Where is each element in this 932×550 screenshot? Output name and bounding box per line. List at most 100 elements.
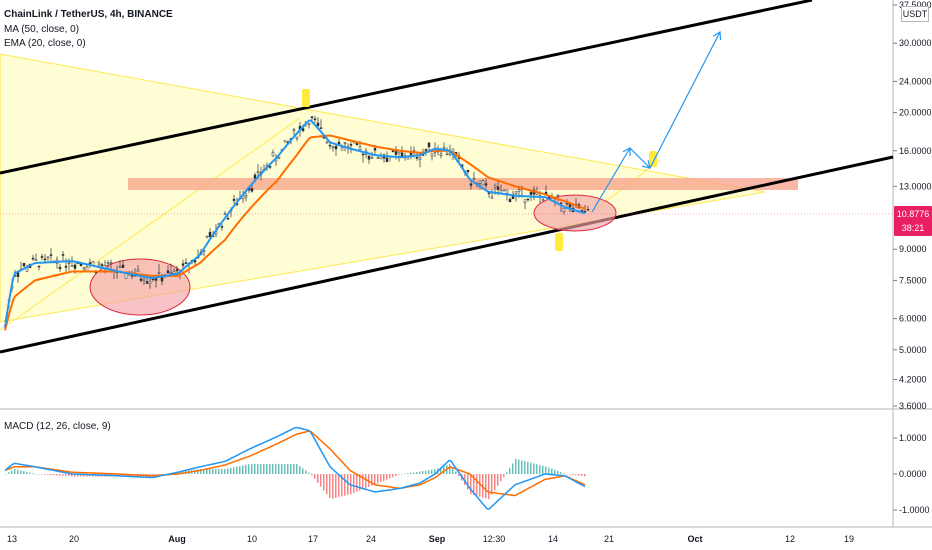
ema-line bbox=[4, 134, 586, 331]
time-axis[interactable]: 13 20 Aug 10 17 24 Sep 12:30 14 21 Oct 12 19 bbox=[7, 534, 854, 544]
histogram-bar bbox=[344, 474, 346, 496]
histogram-bar bbox=[356, 474, 358, 492]
channel-upper-line[interactable] bbox=[0, 0, 813, 175]
candle-body bbox=[250, 188, 254, 192]
histogram-bar bbox=[284, 463, 286, 474]
histogram-bar bbox=[404, 473, 406, 474]
candle-body bbox=[373, 147, 377, 151]
histogram-bar bbox=[524, 461, 526, 474]
candle-body bbox=[451, 148, 455, 152]
histogram-bar bbox=[281, 463, 283, 474]
histogram-bar bbox=[383, 474, 385, 481]
candle-body bbox=[142, 278, 146, 282]
candle-body bbox=[295, 136, 299, 139]
candle-body bbox=[268, 165, 272, 168]
ma-legend[interactable]: MA (50, close, 0) bbox=[4, 24, 80, 35]
histogram-bar bbox=[125, 474, 127, 477]
price-tick-label: 6.0000 bbox=[899, 314, 927, 324]
histogram-bar bbox=[77, 474, 79, 477]
candle-body bbox=[514, 191, 518, 194]
histogram-bar bbox=[209, 469, 211, 474]
projection-arrow-down[interactable] bbox=[629, 147, 651, 169]
histogram-bar bbox=[248, 464, 250, 474]
price-tick-label: 20.0000 bbox=[899, 108, 932, 118]
ema-legend[interactable]: EMA (20, close, 0) bbox=[4, 38, 86, 49]
triangle-diagonal-line[interactable] bbox=[0, 117, 301, 331]
price-axis[interactable]: 37.5000 30.0000 24.0000 20.0000 16.0000 13.00… bbox=[893, 0, 932, 411]
histogram-bar bbox=[59, 474, 61, 476]
histogram-bar bbox=[476, 474, 478, 496]
histogram-bar bbox=[581, 474, 583, 476]
time-tick-label: 17 bbox=[308, 534, 318, 544]
histogram-bar bbox=[518, 459, 520, 474]
histogram-bar bbox=[287, 463, 289, 474]
candle-body bbox=[367, 155, 371, 160]
candle-body bbox=[340, 147, 344, 151]
marker-top[interactable] bbox=[302, 89, 310, 107]
histogram-bar bbox=[197, 469, 199, 474]
histogram-bar bbox=[23, 471, 25, 474]
histogram-bar bbox=[347, 474, 349, 495]
histogram-bar bbox=[413, 472, 415, 474]
candle-body bbox=[328, 144, 332, 147]
macd-axis[interactable]: 1.0000 0.0000 -1.0000 bbox=[893, 433, 930, 515]
candle-body bbox=[370, 157, 374, 159]
histogram-bar bbox=[200, 469, 202, 474]
accumulation-ellipse-july[interactable] bbox=[89, 258, 191, 316]
channel-lower-line[interactable] bbox=[0, 155, 894, 354]
candle-body bbox=[121, 264, 125, 268]
candle-body bbox=[244, 195, 248, 198]
candle-body bbox=[430, 153, 434, 157]
candle-body bbox=[256, 171, 260, 174]
histogram-bar bbox=[554, 469, 556, 474]
candle-body bbox=[292, 129, 296, 131]
accumulation-ellipse-september[interactable] bbox=[533, 194, 617, 232]
histogram-bar bbox=[338, 474, 340, 498]
histogram-bar bbox=[74, 474, 76, 477]
projection-arrows[interactable] bbox=[591, 30, 722, 213]
resistance-zone[interactable] bbox=[128, 178, 798, 190]
price-tick-label: 9.0000 bbox=[899, 244, 927, 254]
projection-arrow-up-1[interactable] bbox=[591, 147, 631, 213]
candle-body bbox=[82, 267, 86, 270]
histogram-bar bbox=[38, 474, 40, 475]
candle-body bbox=[316, 122, 320, 127]
histogram-bar bbox=[572, 474, 574, 475]
candle-body bbox=[301, 128, 305, 131]
histogram-bar bbox=[485, 474, 487, 499]
histogram-bar bbox=[53, 474, 55, 476]
currency-unit-label[interactable]: USDT bbox=[901, 6, 929, 22]
histogram-bar bbox=[20, 470, 22, 474]
histogram-bar bbox=[410, 472, 412, 474]
candle-body bbox=[415, 157, 419, 159]
histogram-bar bbox=[62, 474, 64, 476]
histogram-bar bbox=[65, 474, 67, 476]
histogram-bar bbox=[362, 474, 364, 490]
histogram-bar bbox=[290, 463, 292, 474]
candle-body bbox=[223, 213, 227, 216]
macd-tick-label: -1.0000 bbox=[899, 505, 930, 515]
symbol-title[interactable]: ChainLink / TetherUS, 4h, BINANCE bbox=[4, 9, 173, 20]
macd-tick-label: 1.0000 bbox=[899, 433, 927, 443]
histogram-bar bbox=[557, 471, 559, 474]
histogram-bar bbox=[179, 471, 181, 474]
candle-body bbox=[469, 183, 473, 186]
histogram-bar bbox=[35, 474, 37, 475]
candle-body bbox=[580, 209, 584, 212]
projection-arrow-up-2[interactable] bbox=[649, 31, 721, 169]
histogram-bar bbox=[395, 474, 397, 476]
histogram-bar bbox=[428, 470, 430, 474]
candle-body bbox=[337, 141, 341, 145]
marker-target[interactable] bbox=[649, 151, 657, 167]
candle-body bbox=[427, 142, 431, 148]
histogram-bar bbox=[215, 469, 217, 474]
macd-legend[interactable]: MACD (12, 26, close, 9) bbox=[4, 421, 111, 432]
histogram-bar bbox=[26, 471, 28, 474]
marker-bottom[interactable] bbox=[555, 233, 563, 251]
candle-body bbox=[169, 272, 173, 274]
candle-body bbox=[31, 257, 35, 260]
candle-body bbox=[529, 191, 533, 195]
time-tick-label: 12:30 bbox=[483, 534, 506, 544]
histogram-bar bbox=[245, 464, 247, 474]
